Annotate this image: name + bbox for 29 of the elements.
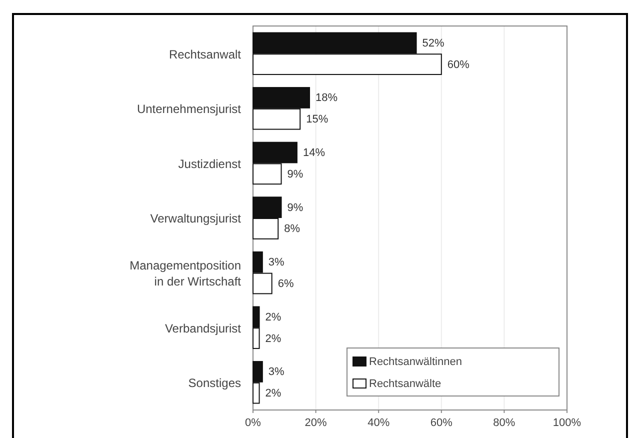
y-tick-label: Unternehmensjurist — [136, 102, 242, 116]
data-label: 2% — [265, 311, 282, 324]
data-label: 2% — [265, 332, 282, 345]
data-label: 3% — [268, 256, 285, 269]
data-label: 14% — [302, 147, 326, 160]
x-tick-label: 100% — [552, 417, 582, 429]
data-label: 18% — [316, 92, 338, 104]
legend-label: Rechtsanwälte — [369, 378, 442, 390]
data-label: 8% — [284, 223, 300, 236]
y-tick-label: Verbandsjurist — [164, 321, 242, 336]
x-tick-label: 40% — [368, 417, 390, 429]
data-label: 6% — [278, 278, 294, 290]
y-tick-label: Rechtsanwalt — [168, 47, 242, 62]
data-label: 9% — [287, 202, 304, 214]
y-tick-label: Managementposition in der Wirtschaft — [130, 258, 242, 288]
legend-label: Rechtsanwältinnen — [369, 356, 462, 368]
x-tick-label: 80% — [493, 417, 516, 429]
data-label: 52% — [422, 37, 445, 50]
data-label: 15% — [306, 114, 328, 126]
x-tick-label: 0% — [245, 417, 262, 429]
data-label: 9% — [287, 168, 304, 180]
data-label: 2% — [265, 388, 282, 400]
y-tick-label: Verwaltungsjurist — [150, 212, 242, 226]
y-tick-label: Sonstiges — [188, 376, 241, 390]
x-tick-label: 60% — [430, 417, 453, 429]
x-tick-label: 20% — [304, 417, 328, 429]
data-label: 60% — [447, 58, 470, 71]
y-tick-label: Justizdienst — [178, 156, 242, 171]
data-label: 3% — [268, 366, 285, 378]
